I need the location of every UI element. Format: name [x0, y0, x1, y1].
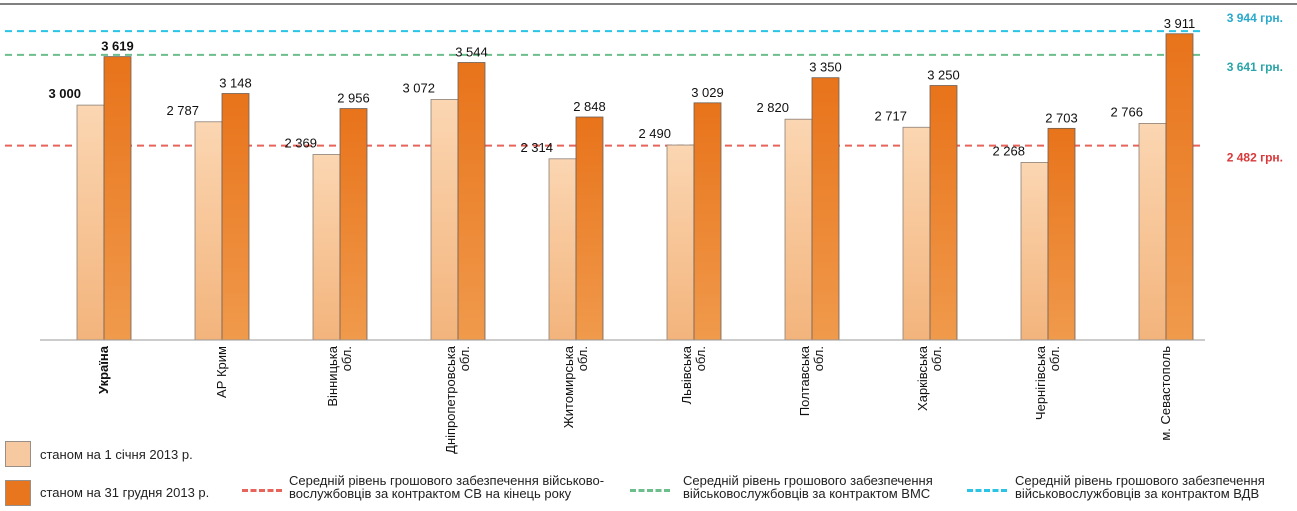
- reference-label-0: 3 944 грн.: [1227, 11, 1283, 25]
- bar-series2-2: [339, 108, 368, 341]
- data-label-series1-6: 2 820: [756, 100, 789, 115]
- data-label-series2-0: 3 619: [101, 39, 134, 54]
- data-label-series1-1: 2 787: [166, 103, 199, 118]
- category-label-5: Львівська обл.: [679, 345, 708, 404]
- category-label-4: Житомирська обл.: [561, 345, 590, 428]
- bar-series1-3: [430, 99, 459, 341]
- data-label-series2-9: 3 911: [1164, 16, 1196, 31]
- legend-swatch-series2: [5, 480, 31, 506]
- bar-series2-9: [1165, 33, 1194, 341]
- legend-label-series1: станом на 1 січня 2013 р.: [40, 447, 193, 462]
- bar-series1-6: [784, 118, 813, 341]
- bar-series2-5: [693, 102, 722, 341]
- bar-series1-9: [1138, 123, 1167, 341]
- reference-label-2: 2 482 грн.: [1227, 151, 1283, 165]
- data-label-series2-7: 3 250: [927, 68, 960, 83]
- category-label-8: Чернігівська обл.: [1033, 345, 1062, 420]
- data-label-series2-4: 2 848: [573, 99, 606, 114]
- data-label-series1-3: 3 072: [402, 80, 435, 95]
- data-label-series1-9: 2 766: [1110, 104, 1143, 119]
- legend-note-vdv: Середній рівень грошового забезпечення в…: [1015, 473, 1265, 501]
- category-label-6: Полтавська обл.: [797, 345, 826, 416]
- category-label-6-line-1: обл.: [811, 346, 826, 371]
- category-label-2: Вінницька обл.: [325, 345, 354, 406]
- category-label-3-line-1: обл.: [457, 346, 472, 371]
- data-label-series2-6: 3 350: [809, 60, 842, 75]
- legend-swatch-series1: [5, 441, 31, 467]
- category-label-4-line-1: обл.: [575, 346, 590, 371]
- bar-series2-1: [221, 93, 250, 341]
- category-label-0-line-0: Україна: [96, 345, 111, 394]
- data-label-series2-2: 2 956: [337, 91, 370, 106]
- category-label-2-line-0: Вінницька: [325, 345, 340, 406]
- data-label-series2-1: 3 148: [219, 76, 252, 91]
- bar-series1-0: [76, 104, 105, 341]
- bar-series2-4: [575, 116, 604, 341]
- category-label-0: Україна: [96, 345, 111, 394]
- reference-lines: 3 944 грн. 3 641 грн. 2 482 грн.: [5, 11, 1283, 165]
- data-label-series1-2: 2 369: [284, 136, 317, 151]
- bar-series2-6: [811, 77, 840, 341]
- category-labels: Україна АР Крим Вінницька обл. Дніпропетровс…: [96, 345, 1173, 454]
- category-label-2-line-1: обл.: [339, 346, 354, 371]
- legend-label-series2: станом на 31 грудня 2013 р.: [40, 485, 210, 500]
- category-label-3-line-0: Дніпропетровська: [443, 345, 458, 454]
- category-label-7-line-1: обл.: [929, 346, 944, 371]
- bar-series1-5: [666, 144, 695, 341]
- bar-series2-3: [457, 62, 486, 341]
- category-label-5-line-0: Львівська: [679, 345, 694, 404]
- data-label-series2-8: 2 703: [1045, 110, 1078, 125]
- bar-series1-8: [1020, 162, 1049, 341]
- bars: 3 000 3 619 2 787 3 148 2 369 2 956 3 072 3 544…: [48, 16, 1196, 341]
- category-label-1: АР Крим: [214, 346, 229, 398]
- data-label-series1-4: 2 314: [520, 140, 553, 155]
- category-label-6-line-0: Полтавська: [797, 345, 812, 416]
- data-label-series2-3: 3 544: [455, 45, 488, 60]
- bar-series1-7: [902, 126, 931, 341]
- reference-label-1: 3 641 грн.: [1227, 60, 1283, 74]
- category-label-3: Дніпропетровська обл.: [443, 345, 472, 454]
- data-label-series1-8: 2 268: [992, 143, 1025, 158]
- legend-note-vms: Середній рівень грошового забезпечення в…: [683, 473, 933, 501]
- data-label-series1-0: 3 000: [48, 86, 81, 101]
- category-label-1-line-0: АР Крим: [214, 346, 229, 398]
- bar-series1-4: [548, 158, 577, 341]
- category-label-9-line-0: м. Севастополь: [1158, 346, 1173, 441]
- data-label-series2-5: 3 029: [691, 85, 724, 100]
- legend-note-sv: Середній рівень грошового забезпечення в…: [289, 473, 605, 501]
- category-label-7: Харківська обл.: [915, 345, 944, 411]
- bar-series1-1: [194, 121, 223, 341]
- data-label-series1-7: 2 717: [874, 108, 907, 123]
- legend-dash-vms: [630, 489, 670, 492]
- bar-series1-2: [312, 154, 341, 341]
- bar-series2-0: [103, 56, 132, 341]
- data-label-series1-5: 2 490: [638, 126, 671, 141]
- bar-series2-7: [929, 85, 958, 341]
- legend-dash-sv: [242, 489, 282, 492]
- category-label-8-line-1: обл.: [1047, 346, 1062, 371]
- category-label-5-line-1: обл.: [693, 346, 708, 371]
- category-label-7-line-0: Харківська: [915, 345, 930, 411]
- bar-series2-8: [1047, 127, 1076, 341]
- category-label-9: м. Севастополь: [1158, 346, 1173, 441]
- category-label-8-line-0: Чернігівська: [1033, 345, 1048, 420]
- category-label-4-line-0: Житомирська: [561, 345, 576, 428]
- legend-dash-vdv: [967, 489, 1007, 492]
